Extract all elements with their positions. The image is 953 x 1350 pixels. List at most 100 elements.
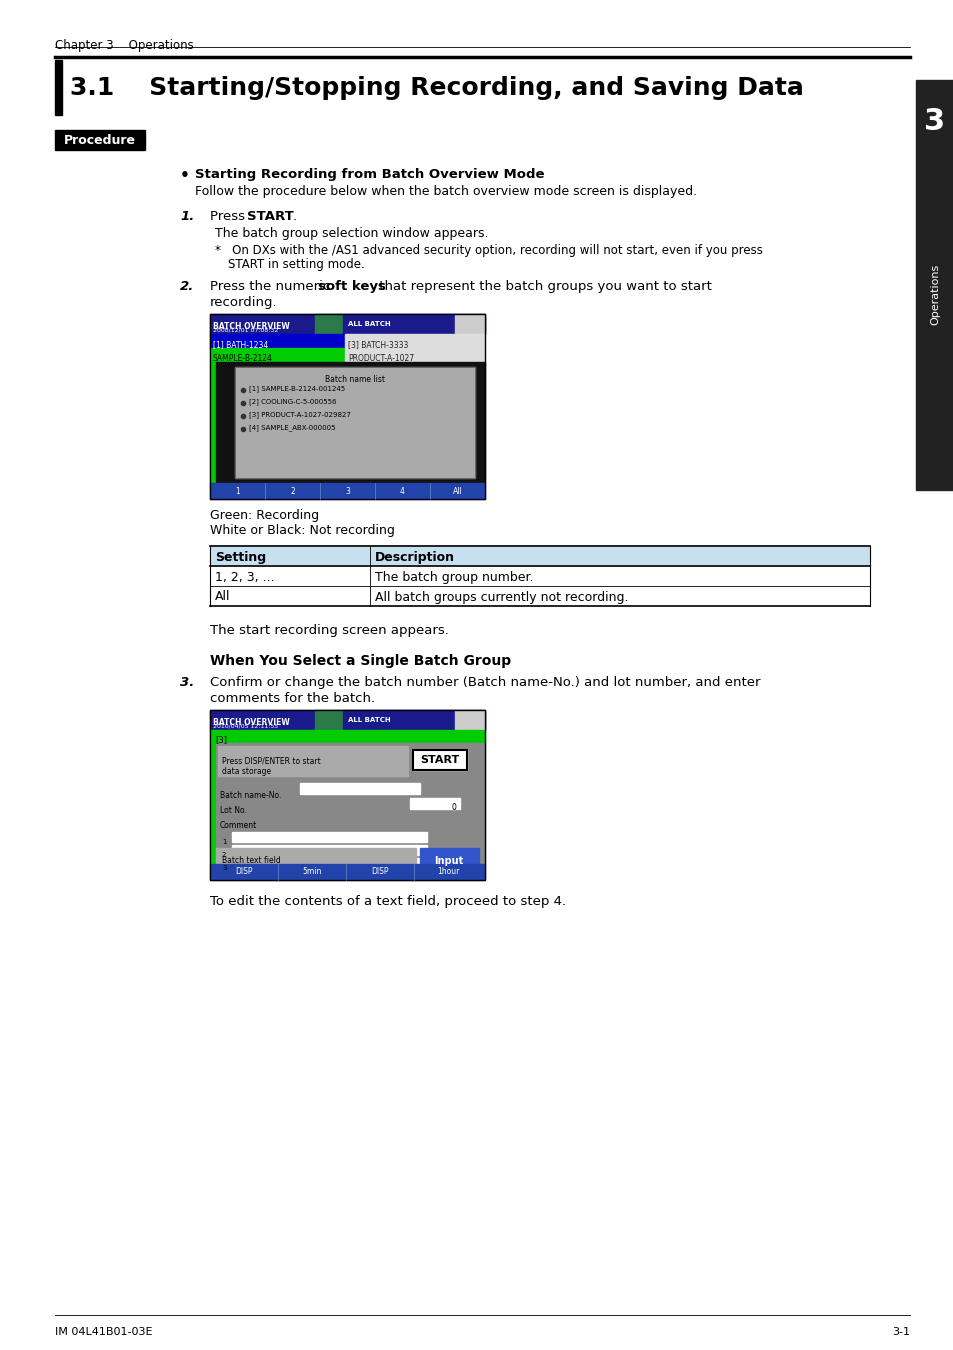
Bar [210,315,484,333]
Text: comments for the batch.: comments for the batch. [210,693,375,705]
Bar [455,710,484,730]
Text: 1: 1 [222,838,226,845]
Text: The start recording screen appears.: The start recording screen appears. [210,624,449,637]
Bar [210,483,484,499]
Text: 3: 3 [345,486,350,495]
Bar [419,848,478,864]
Bar [314,315,343,333]
Bar [210,710,484,730]
Bar [210,333,345,348]
Text: SAMPLE-B-2124: SAMPLE-B-2124 [213,354,273,363]
Bar [210,315,484,500]
Bar [215,848,416,864]
Text: White or Black: Not recording: White or Black: Not recording [210,524,395,537]
Text: Press DISP/ENTER to start: Press DISP/ENTER to start [222,756,320,765]
Text: 3: 3 [222,865,226,871]
Text: [4] SAMPLE_ABX-000005: [4] SAMPLE_ABX-000005 [249,424,335,431]
Text: 1.: 1. [180,211,194,223]
Text: Batch name list: Batch name list [325,375,385,383]
Text: START: START [420,755,459,765]
Text: [2] COOLING-C-5-000556: [2] COOLING-C-5-000556 [249,398,336,405]
Bar [210,586,869,606]
Text: Batch name-No.: Batch name-No. [220,791,281,801]
Text: 2: 2 [222,852,226,859]
Text: All: All [452,486,462,495]
Text: *   On DXs with the /AS1 advanced security option, recording will not start, eve: * On DXs with the /AS1 advanced security… [214,244,762,256]
Bar [218,747,408,776]
Text: Description: Description [375,551,455,563]
Text: Chapter 3    Operations: Chapter 3 Operations [55,39,193,53]
Text: ALL BATCH: ALL BATCH [348,717,390,724]
Bar [215,743,484,864]
Bar [345,333,484,348]
Text: [1] SAMPLE-B-2124-001245: [1] SAMPLE-B-2124-001245 [249,385,345,391]
Text: START: START [247,211,294,223]
Text: The batch group selection window appears.: The batch group selection window appears… [214,227,488,240]
Bar [299,783,419,794]
Bar [455,315,484,333]
Bar [210,545,869,566]
Bar [210,710,484,880]
Bar [343,710,484,730]
Text: ALL BATCH: ALL BATCH [348,321,390,327]
Bar [210,566,869,586]
Bar [215,362,484,483]
Text: [1] BATH-1234: [1] BATH-1234 [213,340,268,350]
Text: DISP: DISP [371,868,388,876]
Text: •: • [180,167,190,184]
Text: 1hour: 1hour [436,868,458,876]
Text: 2: 2 [290,486,294,495]
Text: When You Select a Single Batch Group: When You Select a Single Batch Group [210,653,511,668]
Bar [314,710,343,730]
Bar [55,130,145,150]
Text: 3.1    Starting/Stopping Recording, and Saving Data: 3.1 Starting/Stopping Recording, and Sav… [70,76,803,100]
Text: START in setting mode.: START in setting mode. [228,258,364,271]
Bar [210,348,345,362]
Text: Operations: Operations [929,265,939,325]
Bar [234,367,475,478]
Text: Comment: Comment [220,821,257,830]
Bar [55,59,62,115]
Text: All: All [214,590,231,603]
Text: recording.: recording. [210,296,277,309]
Text: Setting: Setting [214,551,266,563]
Text: 2.: 2. [180,279,194,293]
Text: 1, 2, 3, ...: 1, 2, 3, ... [214,571,274,583]
Bar [413,751,467,769]
Text: IM 04L41B01-03E: IM 04L41B01-03E [55,1327,152,1336]
Text: To edit the contents of a text field, proceed to step 4.: To edit the contents of a text field, pr… [210,895,565,909]
Bar [210,864,484,880]
Text: PRODUCT-A-1027: PRODUCT-A-1027 [348,354,414,363]
Text: 3-1: 3-1 [891,1327,909,1336]
Text: 5min: 5min [302,868,321,876]
Bar [915,80,953,490]
Text: Green: Recording: Green: Recording [210,509,319,522]
Text: DISP: DISP [235,868,253,876]
Text: BATCH OVERVIEW: BATCH OVERVIEW [213,323,290,331]
Bar [345,348,484,362]
Text: Input: Input [434,856,463,865]
Text: Confirm or change the batch number (Batch name-No.) and lot number, and enter: Confirm or change the batch number (Batc… [210,676,760,688]
Bar [234,367,475,478]
Bar [232,832,427,842]
Text: Procedure: Procedure [64,135,136,147]
Text: Starting Recording from Batch Overview Mode: Starting Recording from Batch Overview M… [194,167,544,181]
Text: BATCH OVERVIEW: BATCH OVERVIEW [213,718,290,728]
Text: 0: 0 [451,803,456,811]
Bar [210,710,484,880]
Text: The batch group number.: The batch group number. [375,571,533,583]
Text: All batch groups currently not recording.: All batch groups currently not recording… [375,590,628,603]
Text: data storage: data storage [222,767,271,776]
Text: Press: Press [210,211,249,223]
Text: soft keys: soft keys [317,279,385,293]
Bar [413,751,467,769]
Text: Follow the procedure below when the batch overview mode screen is displayed.: Follow the procedure below when the batc… [194,185,697,198]
Text: 4: 4 [399,486,404,495]
Text: 2008/12/01 07:08:32: 2008/12/01 07:08:32 [213,328,278,333]
Bar [232,859,427,868]
Text: 3: 3 [923,108,944,136]
Bar [210,743,215,864]
Text: Lot No.: Lot No. [220,806,247,815]
Text: 1: 1 [234,486,239,495]
Bar [410,798,459,809]
